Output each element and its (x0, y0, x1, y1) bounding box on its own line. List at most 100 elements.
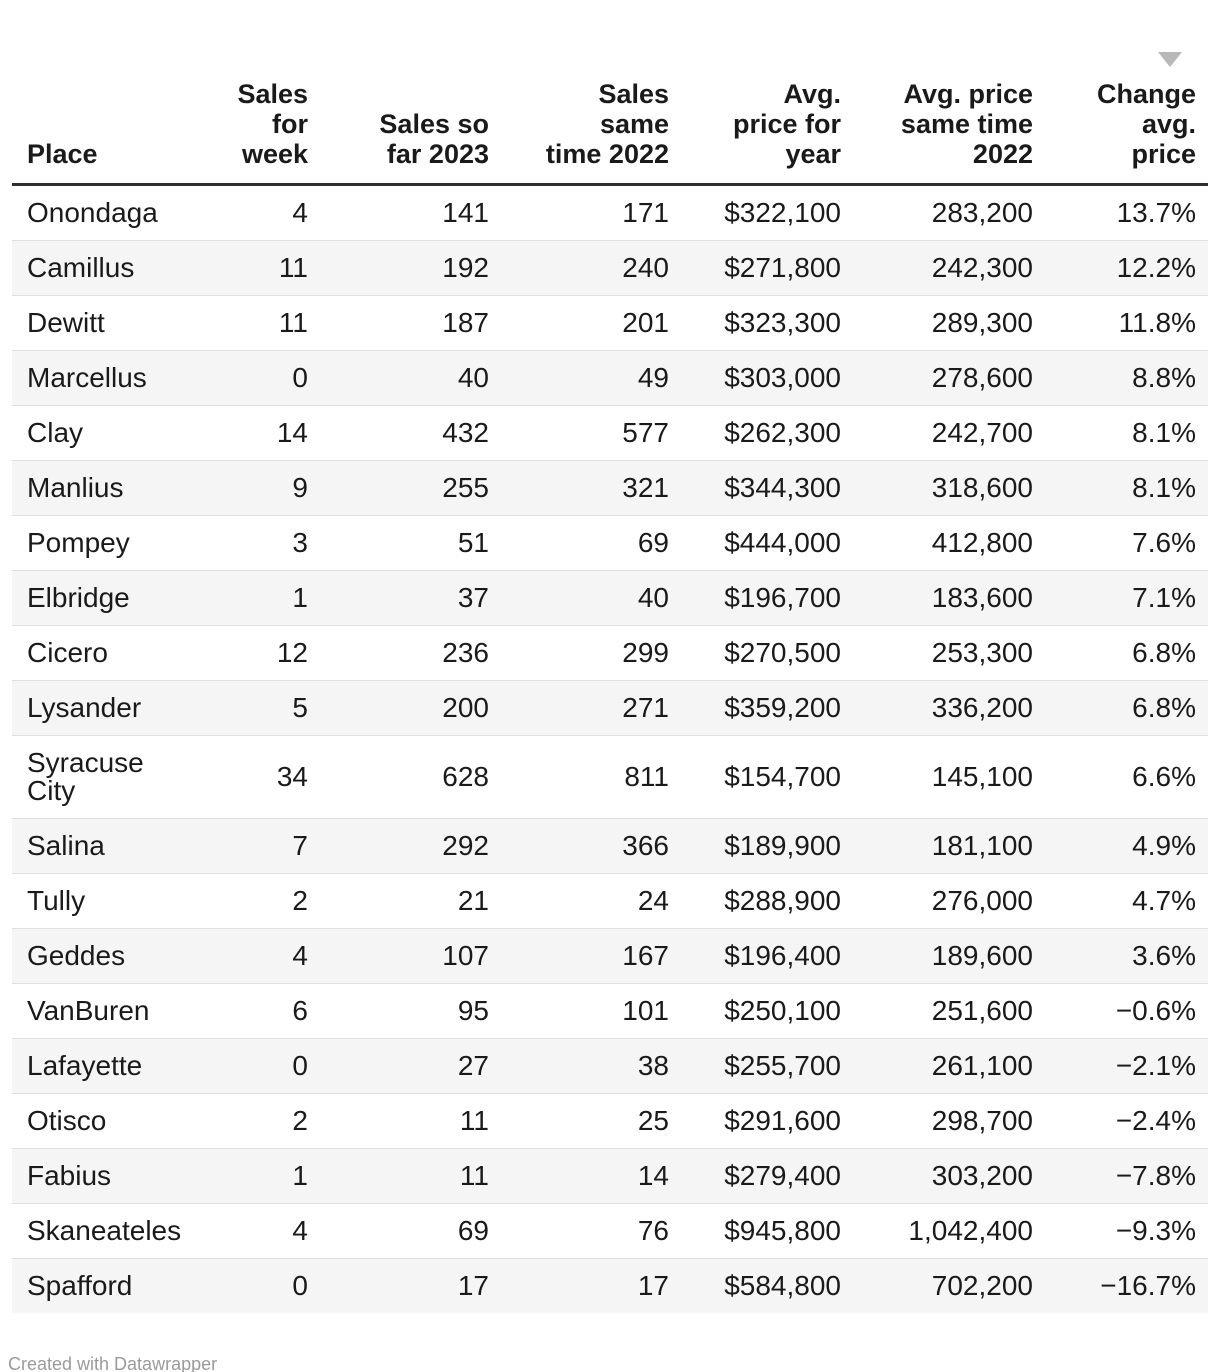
sales_so_far_2023-cell: 69 (457, 1214, 489, 1246)
avg_price_year-cell: $196,400 (724, 939, 841, 971)
sales_for_week-cell: 1 (292, 581, 308, 613)
sales_for_week-cell: 0 (292, 1269, 308, 1301)
table-row: Salina 7 292 366 $189,900 181,100 4.9% (12, 818, 1208, 873)
sales_same_2022-cell: 14 (637, 1159, 669, 1191)
avg_price_2022-cell: 303,200 (931, 1159, 1033, 1191)
table-row: Fabius 1 11 14 $279,400 303,200 −7.8% (12, 1148, 1208, 1203)
sales_for_week-cell: 12 (276, 636, 308, 668)
avg_price_2022-cell: 183,600 (931, 581, 1033, 613)
sales_so_far_2023-cell: 107 (442, 939, 489, 971)
table-row: Lafayette 0 27 38 $255,700 261,100 −2.1% (12, 1038, 1208, 1093)
avg_price_2022-cell: 283,200 (931, 196, 1033, 228)
avg_price_year-cell: $359,200 (724, 691, 841, 723)
table-row: Syracuse City 34 628 811 $154,700 145,100 6.6% (12, 735, 1208, 818)
sales_for_week-cell: 0 (292, 1049, 308, 1081)
sales_so_far_2023-cell: 51 (457, 526, 489, 558)
avg_price_year-cell: $945,800 (724, 1214, 841, 1246)
column-header-change_avg_price[interactable]: Change avg. price (1045, 0, 1208, 186)
table-row: Tully 2 21 24 $288,900 276,000 4.7% (12, 873, 1208, 928)
sales_so_far_2023-cell: 192 (442, 251, 489, 283)
sales_same_2022-cell: 101 (622, 994, 669, 1026)
table-row: Lysander 5 200 271 $359,200 336,200 6.8% (12, 680, 1208, 735)
place-cell: Onondaga (27, 196, 158, 228)
table-row: Clay 14 432 577 $262,300 242,700 8.1% (12, 405, 1208, 460)
change_avg_price-cell: 7.6% (1132, 526, 1196, 558)
avg_price_2022-cell: 181,100 (931, 829, 1033, 861)
sales_for_week-cell: 11 (278, 306, 308, 338)
sales_same_2022-cell: 38 (637, 1049, 669, 1081)
sales_so_far_2023-cell: 432 (442, 416, 489, 448)
column-header-sales_so_far_2023[interactable]: Sales so far 2023 (320, 0, 501, 186)
avg_price_2022-cell: 1,042,400 (908, 1214, 1033, 1246)
sales_same_2022-cell: 167 (622, 939, 669, 971)
column-header-sales_same_2022[interactable]: Sales same time 2022 (501, 0, 681, 186)
place-cell: Dewitt (27, 306, 105, 338)
avg_price_year-cell: $154,700 (724, 760, 841, 792)
place-cell: Manlius (27, 471, 124, 503)
sales_same_2022-cell: 201 (622, 306, 669, 338)
sales_same_2022-cell: 24 (637, 884, 669, 916)
sales_so_far_2023-cell: 11 (459, 1159, 489, 1191)
sales_for_week-cell: 34 (276, 760, 308, 792)
table-row: Onondaga 4 141 171 $322,100 283,200 13.7% (12, 184, 1208, 240)
sales_for_week-cell: 2 (292, 1104, 308, 1136)
change_avg_price-cell: 6.8% (1132, 691, 1196, 723)
column-header-label: Change avg. price (1096, 78, 1196, 169)
place-cell: Tully (27, 884, 86, 916)
change_avg_price-cell: 4.7% (1132, 884, 1196, 916)
column-header-avg_price_2022[interactable]: Avg. price same time 2022 (853, 0, 1045, 186)
place-cell: Elbridge (27, 581, 130, 613)
column-header-label: Avg. price for year (732, 78, 841, 169)
sales_same_2022-cell: 811 (624, 760, 669, 792)
sales_so_far_2023-cell: 37 (457, 581, 489, 613)
sales_for_week-cell: 11 (278, 251, 308, 283)
change_avg_price-cell: 8.1% (1132, 471, 1196, 503)
sales_same_2022-cell: 17 (637, 1269, 669, 1301)
avg_price_2022-cell: 276,000 (931, 884, 1033, 916)
avg_price_2022-cell: 145,100 (931, 760, 1033, 792)
sales_so_far_2023-cell: 40 (457, 361, 489, 393)
sales_so_far_2023-cell: 95 (457, 994, 489, 1026)
table-row: Geddes 4 107 167 $196,400 189,600 3.6% (12, 928, 1208, 983)
sales_for_week-cell: 0 (292, 361, 308, 393)
avg_price_2022-cell: 253,300 (931, 636, 1033, 668)
sales_so_far_2023-cell: 27 (457, 1049, 489, 1081)
table-header-row: Place Sales for week Sales so far 2023 Sale… (12, 0, 1208, 186)
table-row: Dewitt 11 187 201 $323,300 289,300 11.8% (12, 295, 1208, 350)
table-body: Onondaga 4 141 171 $322,100 283,200 13.7% Camil… (12, 184, 1208, 1313)
avg_price_year-cell: $262,300 (724, 416, 841, 448)
sales_same_2022-cell: 171 (622, 196, 669, 228)
sales_for_week-cell: 6 (292, 994, 308, 1026)
avg_price_2022-cell: 298,700 (931, 1104, 1033, 1136)
column-header-sales_for_week[interactable]: Sales for week (202, 0, 320, 186)
change_avg_price-cell: −16.7% (1100, 1269, 1196, 1301)
avg_price_2022-cell: 251,600 (931, 994, 1033, 1026)
avg_price_year-cell: $288,900 (724, 884, 841, 916)
sales_so_far_2023-cell: 292 (442, 829, 489, 861)
change_avg_price-cell: 3.6% (1132, 939, 1196, 971)
table-row: Spafford 0 17 17 $584,800 702,200 −16.7% (12, 1258, 1208, 1313)
sales_same_2022-cell: 299 (622, 636, 669, 668)
avg_price_year-cell: $279,400 (724, 1159, 841, 1191)
column-header-place[interactable]: Place (12, 0, 202, 186)
avg_price_year-cell: $271,800 (724, 251, 841, 283)
sales-table: Place Sales for week Sales so far 2023 Sale… (12, 0, 1208, 1313)
sales_so_far_2023-cell: 255 (442, 471, 489, 503)
sort-desc-icon (1158, 51, 1182, 67)
change_avg_price-cell: 6.6% (1132, 760, 1196, 792)
column-header-avg_price_year[interactable]: Avg. price for year (681, 0, 853, 186)
table-row: Otisco 2 11 25 $291,600 298,700 −2.4% (12, 1093, 1208, 1148)
datawrapper-credit-link[interactable]: Created with Datawrapper (8, 1353, 218, 1372)
avg_price_year-cell: $584,800 (724, 1269, 841, 1301)
change_avg_price-cell: −0.6% (1115, 994, 1196, 1026)
sales_so_far_2023-cell: 21 (457, 884, 489, 916)
place-cell: Otisco (27, 1104, 107, 1136)
change_avg_price-cell: 11.8% (1118, 306, 1196, 338)
sales_same_2022-cell: 25 (637, 1104, 669, 1136)
sales_for_week-cell: 4 (292, 196, 308, 228)
sales_for_week-cell: 2 (292, 884, 308, 916)
sales_for_week-cell: 1 (292, 1159, 308, 1191)
sales_so_far_2023-cell: 141 (442, 196, 489, 228)
change_avg_price-cell: −7.8% (1115, 1159, 1196, 1191)
